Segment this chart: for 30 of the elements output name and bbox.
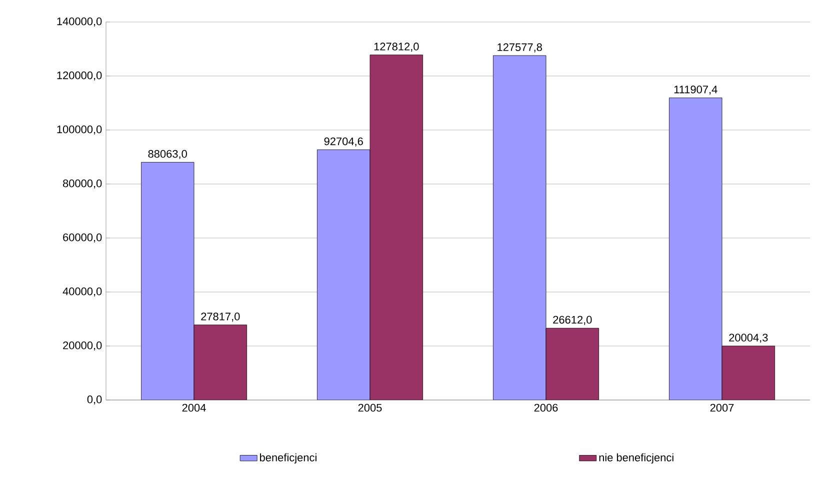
bar <box>493 55 546 400</box>
data-label: 127577,8 <box>498 43 542 52</box>
y-tick-label: 80000,0 <box>63 179 102 189</box>
data-label: 26612,0 <box>553 316 592 325</box>
y-tick-label: 140000,0 <box>57 17 102 27</box>
bar <box>546 328 600 400</box>
y-tick-label: 20000,0 <box>63 341 102 351</box>
y-tick-label: 120000,0 <box>57 71 102 81</box>
bar <box>722 346 776 400</box>
y-tick-label: 60000,0 <box>63 233 102 243</box>
y-tick-label: 40000,0 <box>62 287 102 297</box>
y-tick-label: 0,0 <box>87 395 102 405</box>
legend-label: nie beneficjenci <box>599 453 674 464</box>
data-label: 20004,3 <box>729 334 768 343</box>
data-label: 92704,6 <box>324 137 363 146</box>
x-tick-label: 2004 <box>182 404 206 412</box>
legend-label: beneficjenci <box>260 453 316 464</box>
bar <box>194 324 247 400</box>
x-tick-label: 2005 <box>358 404 382 412</box>
bar <box>669 98 722 400</box>
bar <box>141 162 194 400</box>
data-label: 127812,0 <box>374 42 419 52</box>
x-tick-label: 2006 <box>534 404 558 412</box>
data-label: 27817,0 <box>201 312 240 322</box>
bar <box>317 149 370 400</box>
y-tick-label: 100000,0 <box>57 125 102 135</box>
bar <box>370 54 423 400</box>
data-label: 88063,0 <box>148 150 187 160</box>
x-tick-label: 2007 <box>710 404 734 412</box>
data-label: 111907,4 <box>674 86 718 95</box>
